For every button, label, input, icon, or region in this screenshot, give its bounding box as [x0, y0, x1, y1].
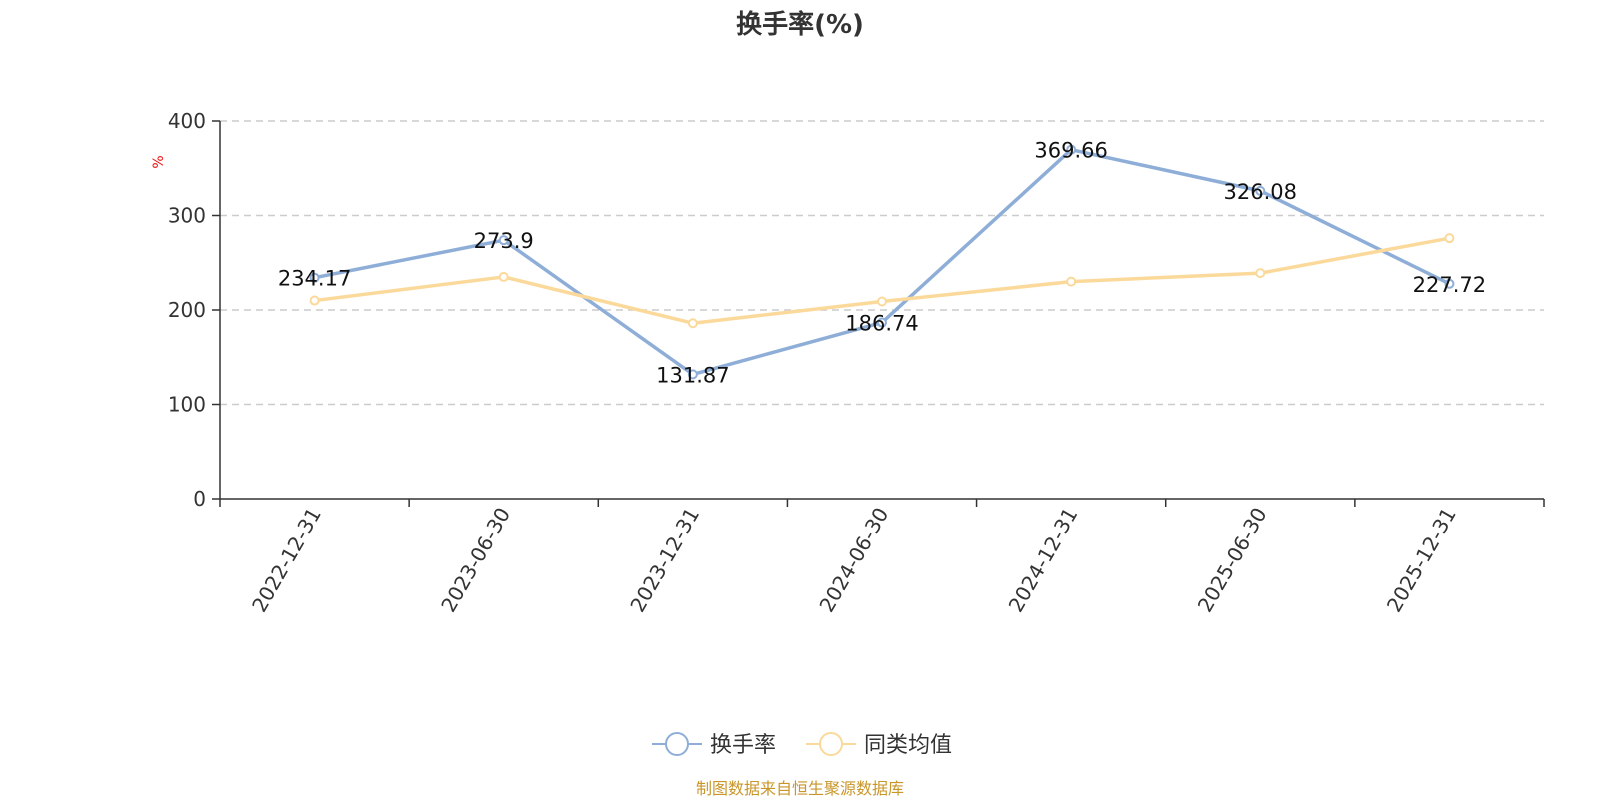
- legend-label: 换手率: [710, 733, 776, 758]
- series-0-point[interactable]: [877, 317, 887, 328]
- data-label: 131.87: [656, 363, 729, 387]
- legend-marker-icon: [819, 732, 843, 756]
- series-1-point[interactable]: [1066, 276, 1077, 287]
- y-tick-label: 200: [168, 298, 206, 322]
- series-0-point[interactable]: [309, 272, 320, 283]
- series-0-point[interactable]: [687, 369, 698, 380]
- series: [309, 144, 1455, 380]
- data-label: 369.66: [1034, 139, 1107, 163]
- legend[interactable]: 换手率 同类均值: [652, 732, 952, 758]
- data-labels: 234.17 273.9 131.87 186.74 369.66 326.08 227.7…: [278, 139, 1486, 388]
- x-tick-label: 2025-06-30: [1193, 504, 1272, 617]
- y-tick-label: 0: [193, 487, 206, 511]
- series-1-point[interactable]: [498, 271, 509, 282]
- x-tick-label: 2024-06-30: [814, 504, 893, 617]
- data-label: 227.72: [1413, 273, 1486, 297]
- data-source-note: 制图数据来自恒生聚源数据库: [696, 779, 904, 798]
- legend-item-1[interactable]: 同类均值: [806, 732, 952, 758]
- data-label: 273.9: [474, 229, 534, 253]
- x-tick-label: 2025-12-31: [1382, 504, 1461, 617]
- series-0-point[interactable]: [1444, 278, 1455, 289]
- chart-title: 换手率(%): [736, 9, 864, 40]
- x-tick-label: 2023-06-30: [436, 504, 515, 617]
- x-tick-label: 2022-12-31: [247, 504, 326, 617]
- series-0-point[interactable]: [1066, 144, 1077, 155]
- series-1-point[interactable]: [687, 318, 698, 329]
- gridlines: [220, 120, 1544, 406]
- data-label: 186.74: [845, 312, 918, 336]
- legend-marker-icon: [665, 732, 689, 756]
- legend-item-0[interactable]: 换手率: [652, 732, 776, 758]
- series-1-point[interactable]: [1444, 233, 1455, 244]
- y-tick-label: 300: [168, 204, 206, 228]
- series-1-point[interactable]: [877, 296, 887, 307]
- y-tick-label: 400: [168, 109, 206, 133]
- y-axis-label: %: [151, 155, 167, 168]
- series-1-point[interactable]: [309, 295, 320, 306]
- data-label: 326.08: [1224, 180, 1297, 204]
- x-tick-label: 2024-12-31: [1004, 504, 1083, 617]
- legend-label: 同类均值: [864, 733, 952, 758]
- x-tick-label: 2023-12-31: [625, 504, 704, 617]
- y-tick-label: 100: [168, 393, 206, 417]
- series-0-point[interactable]: [1255, 185, 1266, 196]
- axes: 0 100 200 300 400 2022-12-31 2023-06-30 2023-12…: [168, 109, 1545, 617]
- series-1-point[interactable]: [1255, 268, 1266, 279]
- series-0-point[interactable]: [498, 235, 509, 246]
- data-label: 234.17: [278, 267, 351, 291]
